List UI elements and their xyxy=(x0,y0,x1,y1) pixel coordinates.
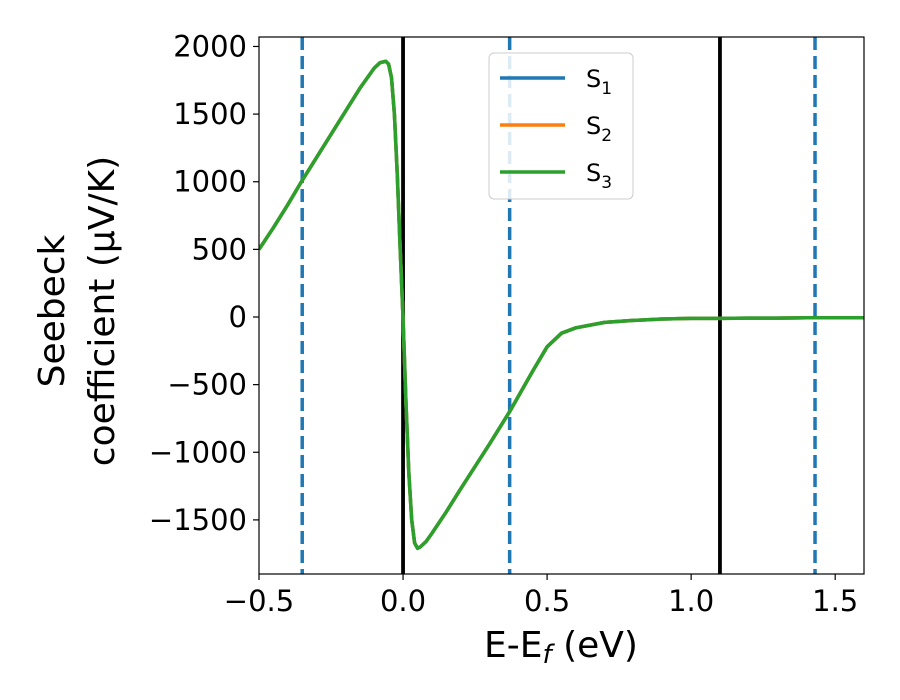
y-tick-label-1: −1000 xyxy=(149,435,247,469)
x-tick-label-3: 1.0 xyxy=(668,584,714,618)
x-tick-label-1: 0.0 xyxy=(380,584,426,618)
y-tick-label-7: 2000 xyxy=(173,29,247,63)
x-axis-label: E-Ef (eV) xyxy=(484,625,638,670)
y-tick-label-3: 0 xyxy=(229,300,247,334)
legend-label-1: S1 xyxy=(586,65,612,99)
x-tick-label-2: 0.5 xyxy=(524,584,570,618)
legend: S1 S2 S3 xyxy=(488,52,634,200)
axes-frame xyxy=(258,36,865,575)
series-lines xyxy=(259,59,864,551)
y-tick-label-2: −500 xyxy=(167,368,247,402)
x-tick-label-4: 1.5 xyxy=(812,584,858,618)
legend-label-3: S3 xyxy=(586,159,612,193)
series-line-3 xyxy=(259,59,864,551)
x-tick-label-0: −0.5 xyxy=(224,584,294,618)
y-axis-ticks: −1500 −1000 −500 0 500 1000 1500 2000 xyxy=(149,29,259,537)
y-tick-label-6: 1500 xyxy=(173,97,247,131)
y-tick-label-4: 500 xyxy=(192,232,247,266)
plot-area xyxy=(258,36,865,575)
legend-label-2: S2 xyxy=(586,112,612,146)
x-axis-ticks: −0.5 0.0 0.5 1.0 1.5 xyxy=(224,574,858,618)
y-tick-label-5: 1000 xyxy=(173,165,247,199)
y-axis-label-line1: Seebeck xyxy=(32,234,73,387)
y-tick-label-0: −1500 xyxy=(149,503,247,537)
y-axis-label-line2: coefficient (μV/K) xyxy=(82,156,123,466)
